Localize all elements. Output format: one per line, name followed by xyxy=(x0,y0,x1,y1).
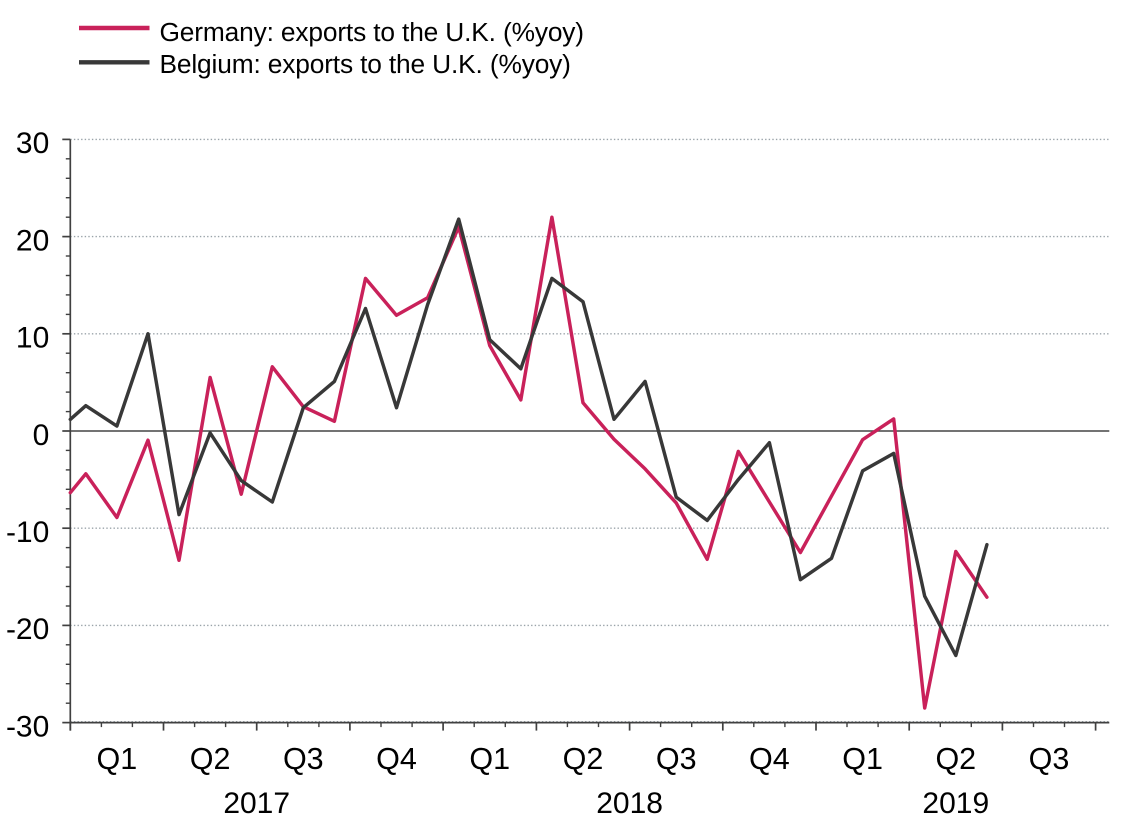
svg-text:-20: -20 xyxy=(6,613,49,646)
svg-text:10: 10 xyxy=(16,322,49,355)
svg-text:Q1: Q1 xyxy=(842,742,883,776)
svg-text:20: 20 xyxy=(16,224,49,257)
svg-text:Q3: Q3 xyxy=(1029,742,1070,776)
svg-text:2019: 2019 xyxy=(922,787,989,820)
svg-text:2018: 2018 xyxy=(596,787,663,820)
svg-text:-10: -10 xyxy=(6,516,49,549)
svg-text:Q2: Q2 xyxy=(935,742,976,776)
svg-text:0: 0 xyxy=(33,419,50,452)
svg-text:Belgium: exports to the U.K. (: Belgium: exports to the U.K. (%yoy) xyxy=(160,49,571,79)
svg-text:Q4: Q4 xyxy=(376,742,417,776)
svg-text:Q1: Q1 xyxy=(469,742,510,776)
svg-text:30: 30 xyxy=(16,127,49,160)
svg-text:Q3: Q3 xyxy=(283,742,324,776)
svg-text:Q3: Q3 xyxy=(656,742,697,776)
svg-text:-30: -30 xyxy=(6,710,49,743)
svg-text:2017: 2017 xyxy=(223,787,290,820)
svg-text:Germany: exports to the U.K. (: Germany: exports to the U.K. (%yoy) xyxy=(160,17,584,47)
svg-text:Q4: Q4 xyxy=(749,742,790,776)
svg-text:Q2: Q2 xyxy=(190,742,231,776)
svg-text:Q2: Q2 xyxy=(563,742,604,776)
svg-text:Q1: Q1 xyxy=(97,742,138,776)
